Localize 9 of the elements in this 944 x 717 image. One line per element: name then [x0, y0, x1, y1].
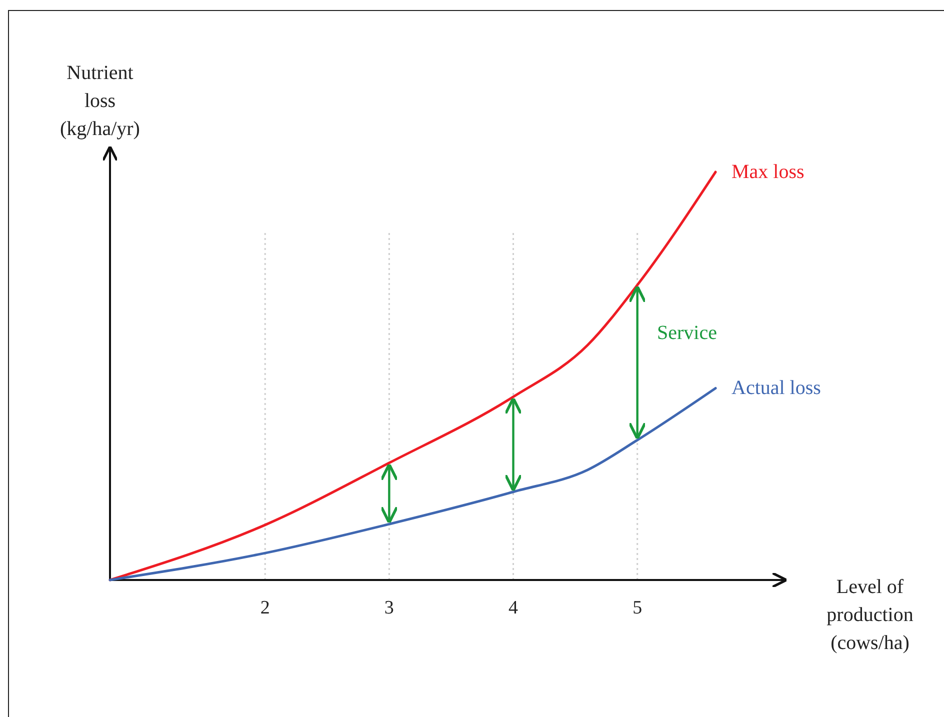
- y-axis-title: Nutrient loss (kg/ha/yr): [60, 62, 140, 140]
- series-label: Actual loss: [732, 377, 822, 400]
- x-tick-label: 4: [508, 597, 519, 618]
- x-axis-title: Level of production (cows/ha): [826, 576, 914, 654]
- series-label: Max loss: [732, 161, 805, 183]
- x-tick-label: 2: [260, 597, 270, 618]
- annotation: Service: [657, 322, 718, 344]
- x-tick-label: 3: [384, 597, 394, 618]
- x-tick-label: 5: [632, 597, 642, 618]
